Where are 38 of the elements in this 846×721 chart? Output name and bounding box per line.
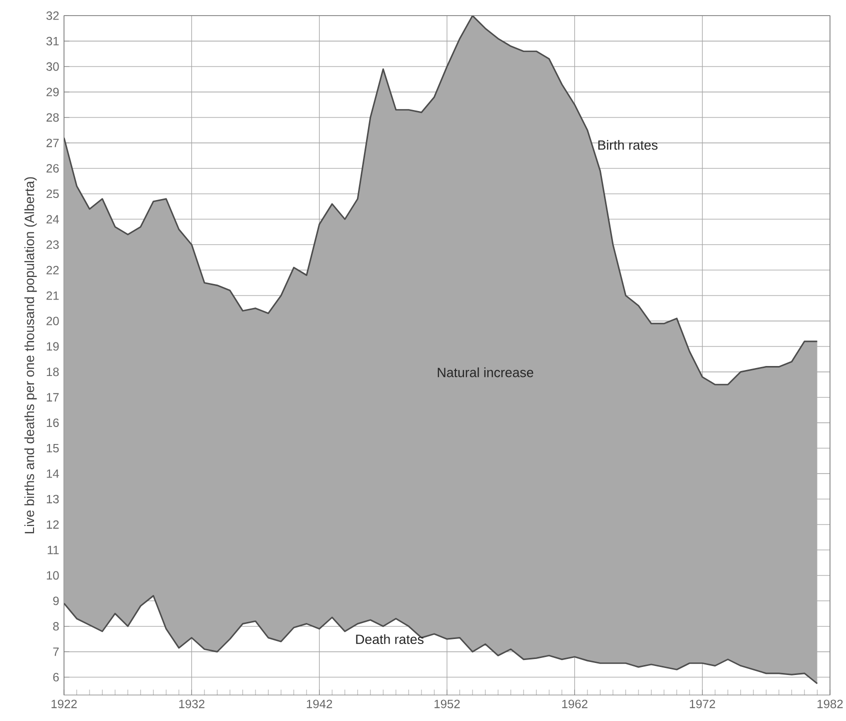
y-tick-label: 13 [46,494,59,504]
y-tick-label: 31 [46,36,59,46]
x-tick-label: 1952 [434,700,460,708]
y-tick-label: 6 [53,672,59,682]
y-tick-label: 8 [53,622,59,631]
y-tick-label: 7 [53,648,59,656]
y-tick-label: 27 [46,138,59,148]
x-tick-label: 1982 [818,700,843,708]
y-tick-label: 14 [46,470,59,478]
y-tick-label: 20 [46,316,59,326]
series-label: Death rates [356,634,424,644]
y-tick-label: 17 [46,393,59,402]
y-tick-label: 30 [46,62,59,71]
y-tick-label: 24 [46,215,59,224]
y-tick-label: 16 [46,418,59,428]
y-tick-label: 32 [46,11,59,20]
y-tick-label: 22 [46,266,59,274]
y-tick-label: 28 [46,113,59,122]
y-tick-label: 18 [46,368,59,376]
y-axis-title: Live births and deaths per one thousand population (Alberta) [24,177,37,534]
y-tick-label: 15 [46,444,59,452]
y-tick-label: 26 [46,164,59,173]
y-tick-label: 21 [46,291,59,300]
y-tick-label: 23 [46,240,59,249]
y-tick-label: 25 [46,190,59,198]
x-tick-label: 1962 [562,700,588,708]
x-tick-label: 1972 [690,700,716,708]
y-tick-label: 29 [46,88,59,96]
y-tick-label: 11 [48,546,59,554]
x-tick-label: 1932 [179,700,204,708]
y-tick-label: 19 [46,342,59,351]
y-tick-label: 10 [46,571,59,580]
y-tick-label: 12 [46,520,59,529]
y-tick-label: 9 [53,596,59,606]
series-label: Birth rates [598,140,658,150]
x-tick-label: 1942 [306,700,332,708]
annotation: Natural increase [438,367,534,378]
x-tick-label: 1922 [52,700,77,708]
